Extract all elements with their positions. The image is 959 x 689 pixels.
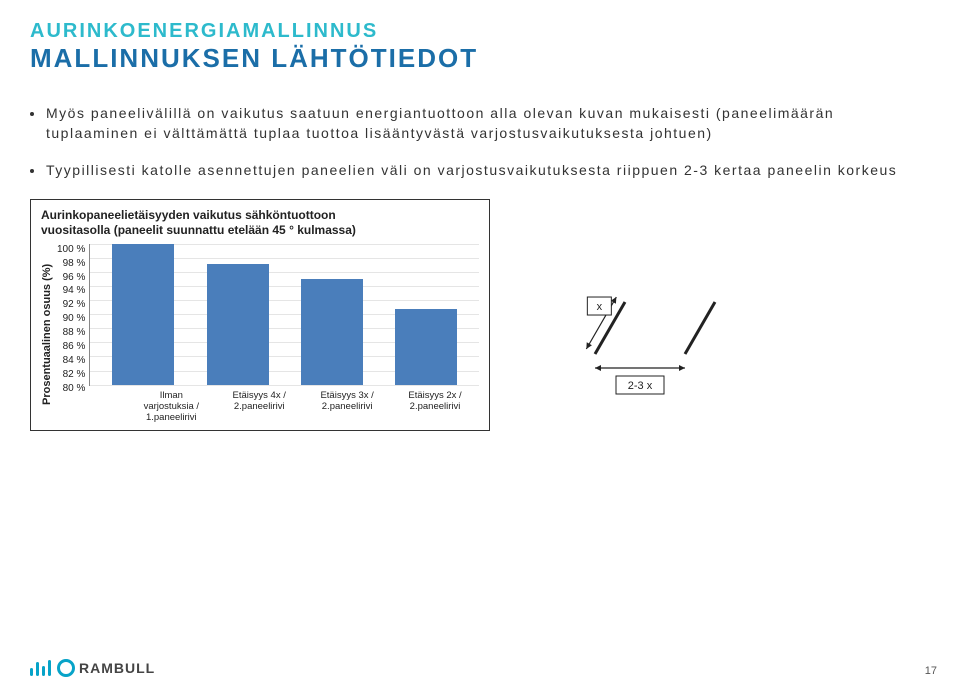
slide-page: AURINKOENERGIAMALLINNUS MALLINNUKSEN LÄH… <box>0 0 959 689</box>
bullet-text: Tyypillisesti katolle asennettujen panee… <box>46 161 897 181</box>
ytick-label: 98 % <box>57 258 85 269</box>
ytick-label: 86 % <box>57 341 85 352</box>
ytick-label: 82 % <box>57 369 85 380</box>
ytick-label: 100 % <box>57 244 85 255</box>
chart-bar <box>395 309 457 385</box>
chart-bars <box>90 244 479 385</box>
ytick-label: 88 % <box>57 327 85 338</box>
bullet-dot-icon <box>30 112 34 116</box>
xtick-label: Etäisyys 4x / 2.paneelirivi <box>223 390 295 424</box>
chart-title-line1: Aurinkopaneelietäisyyden vaikutus sähkön… <box>41 208 336 222</box>
chart-ylabel: Prosentuaalinen osuus (%) <box>41 244 53 424</box>
chart-plot-area <box>89 244 479 386</box>
chart-bar <box>207 264 269 385</box>
svg-text:2-3 x: 2-3 x <box>628 380 653 392</box>
chart-title: Aurinkopaneelietäisyyden vaikutus sähkön… <box>41 208 479 238</box>
chart-title-line2: vuositasolla (paneelit suunnattu etelään… <box>41 223 356 237</box>
slide-subtitle: AURINKOENERGIAMALLINNUS <box>30 20 929 43</box>
chart-body: Prosentuaalinen osuus (%) 100 % 98 % 96 % 9… <box>41 244 479 424</box>
bullet-item: Tyypillisesti katolle asennettujen panee… <box>30 161 929 181</box>
content-row: Aurinkopaneelietäisyyden vaikutus sähkön… <box>30 199 929 431</box>
brand-logo: RAMBULL <box>30 659 155 677</box>
ytick-label: 94 % <box>57 285 85 296</box>
bullet-dot-icon <box>30 169 34 173</box>
ytick-label: 84 % <box>57 355 85 366</box>
svg-text:x: x <box>597 301 603 313</box>
chart-xaxis: Ilman varjostuksia / 1.paneelirivi Etäisy… <box>127 390 479 424</box>
chart-yaxis: 100 % 98 % 96 % 94 % 92 % 90 % 88 % 86 % 84 % 82 … <box>57 244 89 394</box>
chart-bar <box>112 244 174 385</box>
xtick-label: Etäisyys 3x / 2.paneelirivi <box>311 390 383 424</box>
bullet-text: Myös paneelivälillä on vaikutus saatuun … <box>46 104 929 143</box>
spacing-diagram: x 2-3 x <box>560 239 820 414</box>
chart-bar <box>301 279 363 385</box>
xtick-label: Ilman varjostuksia / 1.paneelirivi <box>135 390 207 424</box>
ytick-label: 90 % <box>57 313 85 324</box>
page-number: 17 <box>925 665 937 677</box>
slide-title: MALLINNUKSEN LÄHTÖTIEDOT <box>30 43 929 74</box>
logo-bars-icon <box>30 660 51 676</box>
ytick-label: 92 % <box>57 299 85 310</box>
spacing-diagram-svg: x 2-3 x <box>560 239 820 409</box>
logo-ring-icon <box>57 659 75 677</box>
bullet-item: Myös paneelivälillä on vaikutus saatuun … <box>30 104 929 143</box>
xtick-label: Etäisyys 2x / 2.paneelirivi <box>399 390 471 424</box>
ytick-label: 80 % <box>57 383 85 394</box>
brand-name: RAMBULL <box>79 660 155 676</box>
bullet-list: Myös paneelivälillä on vaikutus saatuun … <box>30 104 929 181</box>
ytick-label: 96 % <box>57 272 85 283</box>
bar-chart: Aurinkopaneelietäisyyden vaikutus sähkön… <box>30 199 490 431</box>
header: AURINKOENERGIAMALLINNUS MALLINNUKSEN LÄH… <box>30 20 929 74</box>
